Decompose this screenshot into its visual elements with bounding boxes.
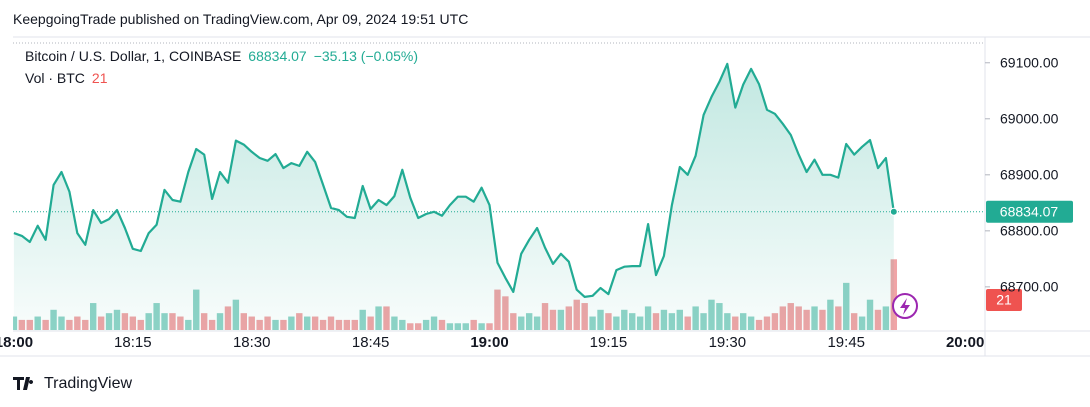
symbol: Bitcoin / U.S. Dollar, 1, COINBASE bbox=[25, 48, 242, 64]
x-axis: 18:00 18:15 18:30 18:45 19:00 19:15 19:30 19:45… bbox=[0, 334, 984, 351]
price-label: 68834.07 bbox=[1000, 203, 1059, 219]
x-tick-label: 20:00 bbox=[946, 334, 984, 351]
x-tick-label: 19:15 bbox=[590, 334, 628, 351]
x-tick-label: 18:00 bbox=[0, 334, 33, 351]
tradingview-logo bbox=[13, 377, 34, 390]
published: KeepgoingTrade published on TradingView.… bbox=[13, 11, 469, 27]
y-tick-label: 69000.00 bbox=[1000, 110, 1059, 126]
x-tick-label: 19:30 bbox=[709, 334, 747, 351]
last-price: 68834.07 bbox=[248, 48, 307, 64]
volume-label: 21 bbox=[996, 292, 1012, 308]
y-tick-label: 68900.00 bbox=[1000, 167, 1059, 183]
x-tick-label: 18:15 bbox=[114, 334, 152, 351]
volume-last: 21 bbox=[91, 70, 108, 86]
legend-volume: Vol · BTC 21 bbox=[25, 70, 114, 86]
x-tick-label: 18:30 bbox=[233, 334, 271, 351]
y-tick-label: 68700.00 bbox=[1000, 279, 1059, 295]
volume-name: Vol · BTC bbox=[25, 70, 85, 86]
price-axis bbox=[985, 37, 1090, 337]
legend-main: Bitcoin / U.S. Dollar, 1, COINBASE 68834.… bbox=[25, 48, 425, 64]
price-line bbox=[13, 62, 895, 298]
axis-corner bbox=[986, 332, 1090, 355]
y-tick-label: 68800.00 bbox=[1000, 223, 1059, 239]
volume-label-box bbox=[986, 289, 1022, 311]
price-area bbox=[13, 63, 894, 331]
change: −35.13 (−0.05%) bbox=[313, 48, 418, 64]
x-tick-label: 19:00 bbox=[470, 334, 508, 351]
brand: TradingView bbox=[44, 375, 132, 392]
alert-icon bbox=[892, 293, 918, 319]
volume-bar bbox=[890, 259, 898, 330]
price-label-box bbox=[986, 200, 1073, 223]
x-tick-label: 18:45 bbox=[352, 334, 390, 351]
plot bbox=[13, 62, 898, 331]
last-point bbox=[889, 207, 898, 216]
y-tick-label: 69100.00 bbox=[1000, 54, 1059, 70]
x-tick-label: 19:45 bbox=[827, 334, 865, 351]
